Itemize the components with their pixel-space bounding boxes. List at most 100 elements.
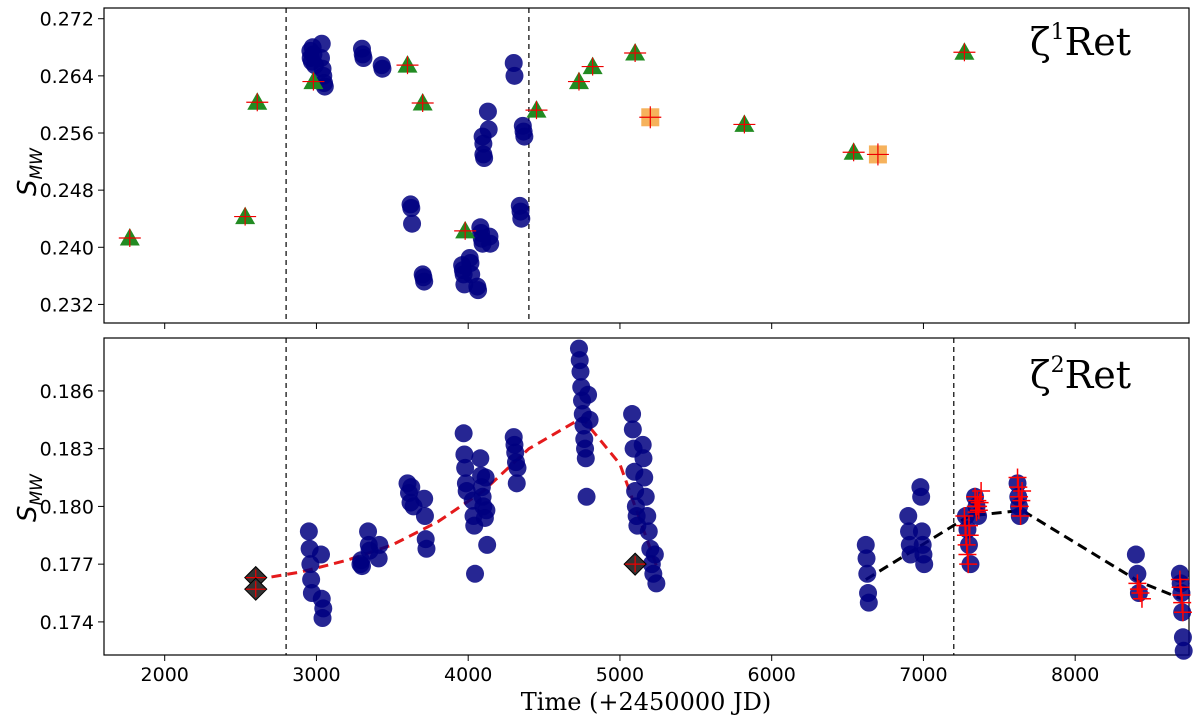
- data-point-circle: [370, 535, 389, 554]
- data-point-circle: [623, 405, 642, 424]
- top-xticks: [164, 323, 1076, 329]
- ytick-label: 0.174: [40, 612, 94, 634]
- data-point-circle: [623, 420, 642, 439]
- xtick-label: 2000: [141, 664, 189, 686]
- data-point-circle: [636, 487, 655, 506]
- data-point-circle: [359, 522, 378, 541]
- bottom-xticks: 2000 3000 4000 5000 6000 7000 8000: [141, 655, 1099, 686]
- data-point-circle: [1174, 641, 1193, 660]
- data-point-circle: [481, 234, 500, 253]
- data-point-circle: [403, 214, 422, 233]
- data-point-circle: [858, 564, 877, 583]
- data-point-circle: [373, 59, 392, 78]
- data-point-circle: [633, 435, 652, 454]
- data-point-circle: [577, 487, 596, 506]
- data-point-circle: [901, 545, 920, 564]
- ytick-label: 0.256: [40, 123, 94, 145]
- data-point-circle: [580, 410, 599, 429]
- data-point-circle: [479, 120, 498, 139]
- data-point-circle: [369, 549, 388, 568]
- data-point-circle: [1173, 628, 1192, 647]
- xtick-label: 3000: [292, 664, 340, 686]
- data-point-circle: [402, 478, 421, 497]
- top-vlines: [285, 8, 530, 323]
- data-point-circle: [312, 545, 330, 564]
- data-point-circle: [354, 49, 373, 67]
- top-yticks: 0.232 0.240 0.248 0.256 0.264 0.272: [40, 9, 104, 316]
- bottom-marks: [244, 339, 1193, 660]
- data-point-circle: [466, 564, 485, 583]
- data-point-circle: [456, 458, 475, 477]
- ytick-label: 0.183: [40, 439, 94, 461]
- bottom-yticks: 0.174 0.177 0.180 0.183 0.186: [40, 381, 104, 634]
- bottom-vlines: [285, 338, 955, 655]
- data-point-circle: [469, 281, 488, 300]
- ytick-label: 0.180: [40, 496, 94, 518]
- top-panel: 0.232 0.240 0.248 0.256 0.264 0.272 SMW ζ1Ret: [13, 7, 1190, 329]
- data-point-circle: [415, 507, 434, 526]
- data-point-circle: [571, 362, 590, 381]
- xtick-label: 6000: [748, 664, 796, 686]
- data-point-circle: [1128, 564, 1147, 583]
- ytick-label: 0.186: [40, 381, 94, 403]
- data-point-circle: [415, 272, 434, 291]
- data-point-circle: [856, 535, 875, 554]
- data-point-circle: [302, 570, 321, 589]
- ytick-label: 0.264: [40, 66, 94, 88]
- data-point-circle: [478, 535, 497, 554]
- data-point-circle: [912, 487, 931, 506]
- data-point-circle: [576, 449, 595, 468]
- top-panel-frame: [103, 7, 1190, 324]
- data-point-circle: [857, 549, 876, 568]
- data-point-circle: [634, 449, 653, 468]
- data-point-circle: [455, 445, 474, 464]
- data-point-circle: [507, 474, 526, 493]
- data-point-circle: [504, 54, 523, 72]
- top-panel-title: ζ1Ret: [1030, 20, 1131, 64]
- trend-line-1: [865, 508, 1182, 601]
- xtick-label: 7000: [899, 664, 947, 686]
- data-point-circle: [638, 507, 657, 526]
- bottom-panel-title: ζ2Ret: [1030, 353, 1131, 397]
- data-point-circle: [471, 449, 490, 468]
- trend-line-0: [255, 415, 660, 582]
- data-point-circle: [402, 199, 421, 217]
- data-point-circle: [645, 545, 664, 564]
- top-marks: [118, 34, 976, 300]
- top-ylabel: SMW: [13, 147, 47, 196]
- data-point-circle: [900, 522, 919, 541]
- data-point-circle: [635, 468, 654, 487]
- data-point-circle: [899, 507, 918, 526]
- x-axis-title: Time (+2450000 JD): [521, 688, 772, 716]
- data-point-circle: [476, 468, 495, 487]
- data-point-circle: [912, 522, 931, 541]
- data-point-circle: [475, 149, 494, 167]
- data-point-circle: [454, 424, 473, 443]
- data-point-circle: [415, 489, 434, 508]
- data-point-circle: [579, 385, 598, 404]
- xtick-label: 5000: [596, 664, 644, 686]
- ytick-label: 0.240: [40, 237, 94, 259]
- data-point-circle: [299, 522, 318, 541]
- data-point-circle: [508, 458, 527, 477]
- ytick-label: 0.272: [40, 9, 94, 31]
- data-point-circle: [352, 557, 371, 576]
- data-point-circle: [314, 599, 333, 618]
- data-point-circle: [478, 102, 497, 121]
- bottom-panel-frame: [103, 337, 1190, 656]
- data-point-circle: [915, 555, 934, 574]
- xtick-label: 8000: [1051, 664, 1099, 686]
- data-point-circle: [515, 127, 534, 146]
- ytick-label: 0.232: [40, 294, 94, 316]
- bottom-trend-lines: [255, 415, 1182, 601]
- data-point-circle: [647, 574, 666, 593]
- ytick-label: 0.248: [40, 180, 94, 202]
- data-point-circle: [512, 209, 531, 228]
- data-point-circle: [417, 539, 436, 558]
- data-point-circle: [312, 34, 331, 53]
- bottom-ylabel: SMW: [13, 473, 47, 522]
- data-point-circle: [859, 593, 878, 612]
- data-point-circle: [505, 66, 524, 85]
- bottom-panel: 0.174 0.177 0.180 0.183 0.186 2000 3000 4000 50…: [13, 337, 1193, 716]
